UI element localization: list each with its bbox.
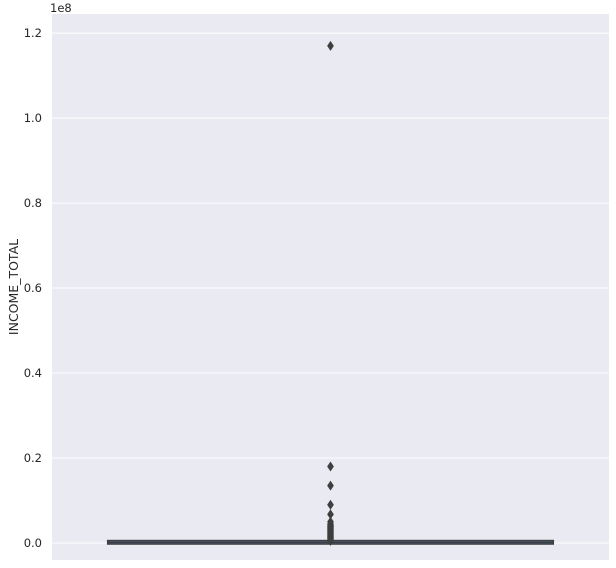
- outlier-point: [327, 480, 334, 491]
- outlier-point: [327, 40, 334, 51]
- y-axis-label: INCOME_TOTAL: [6, 239, 21, 335]
- y-tick-label: 1.2: [24, 26, 42, 40]
- outlier-point: [327, 535, 334, 546]
- y-tick-label: 0.4: [24, 366, 42, 380]
- y-axis-offset-label: 1e8: [50, 1, 72, 15]
- y-tick-label: 0.8: [24, 196, 42, 210]
- box-plot-marks: [106, 40, 555, 546]
- y-tick-label: 0.0: [24, 536, 42, 550]
- y-axis-ticks: 0.0 0.2 0.4 0.6 0.8 1.0 1.2: [24, 26, 42, 550]
- y-gridlines: [52, 32, 609, 544]
- y-tick-label: 0.2: [24, 451, 42, 465]
- plot-area: [52, 14, 609, 560]
- y-tick-label: 1.0: [24, 111, 42, 125]
- y-tick-label: 0.6: [24, 281, 42, 295]
- outlier-point: [327, 499, 334, 510]
- outlier-point: [327, 461, 334, 472]
